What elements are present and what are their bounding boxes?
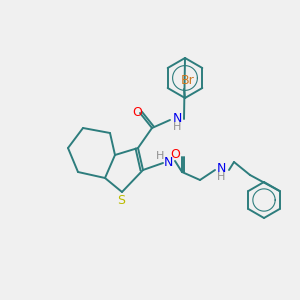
Text: N: N xyxy=(172,112,182,125)
Text: N: N xyxy=(163,155,173,169)
Text: O: O xyxy=(170,148,180,161)
Text: H: H xyxy=(156,151,164,161)
Text: N: N xyxy=(216,161,226,175)
Text: H: H xyxy=(217,172,225,182)
Text: H: H xyxy=(173,122,181,132)
Text: O: O xyxy=(132,106,142,118)
Text: Br: Br xyxy=(181,74,195,88)
Text: S: S xyxy=(117,194,125,206)
